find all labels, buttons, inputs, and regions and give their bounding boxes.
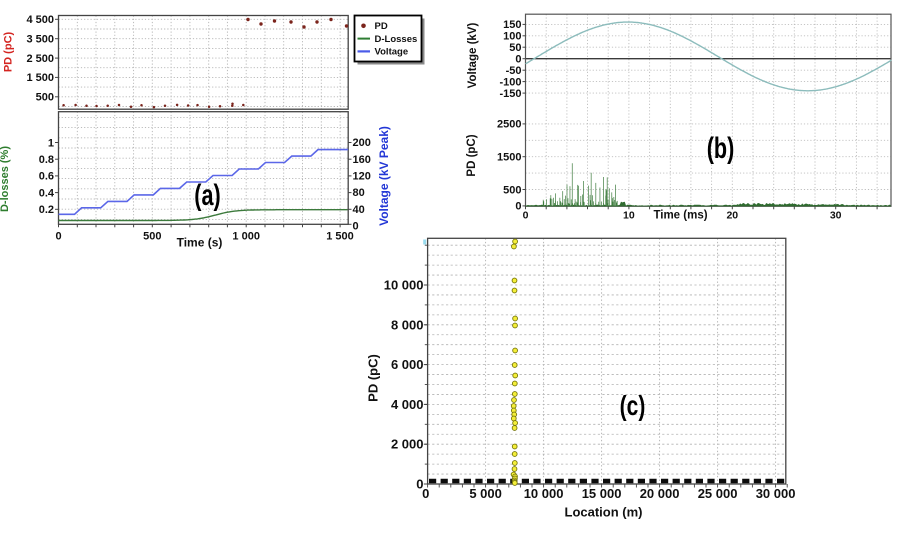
svg-text:4 000: 4 000 xyxy=(391,397,424,412)
svg-text:0.4: 0.4 xyxy=(39,187,55,199)
svg-text:0.8: 0.8 xyxy=(39,154,54,166)
svg-text:30 000: 30 000 xyxy=(756,486,796,501)
svg-text:2 000: 2 000 xyxy=(391,437,424,452)
svg-text:(b): (b) xyxy=(707,130,735,164)
svg-text:500: 500 xyxy=(36,92,54,104)
svg-text:20: 20 xyxy=(726,210,738,222)
svg-text:PD (pC): PD (pC) xyxy=(366,354,381,402)
svg-text:6 000: 6 000 xyxy=(391,357,424,372)
svg-text:0: 0 xyxy=(515,201,521,213)
svg-text:PD (pC): PD (pC) xyxy=(3,32,15,73)
svg-text:PD: PD xyxy=(375,21,388,32)
svg-text:0.2: 0.2 xyxy=(39,204,54,216)
svg-text:0: 0 xyxy=(416,477,423,492)
svg-text:80: 80 xyxy=(353,187,365,199)
svg-text:100: 100 xyxy=(503,31,521,43)
svg-text:Location (m): Location (m) xyxy=(565,505,643,520)
svg-text:0: 0 xyxy=(523,210,529,222)
svg-text:Time (ms): Time (ms) xyxy=(653,210,707,222)
svg-text:(a): (a) xyxy=(194,177,220,211)
svg-text:160: 160 xyxy=(353,154,371,166)
svg-text:5 000: 5 000 xyxy=(469,486,502,501)
svg-text:0: 0 xyxy=(515,54,521,66)
svg-text:200: 200 xyxy=(353,137,371,149)
svg-text:15 000: 15 000 xyxy=(582,486,622,501)
svg-text:0: 0 xyxy=(353,221,359,233)
svg-text:1 500: 1 500 xyxy=(326,231,354,243)
svg-text:1 000: 1 000 xyxy=(232,231,260,243)
svg-text:-100: -100 xyxy=(499,76,521,88)
svg-text:PD (pC): PD (pC) xyxy=(466,134,478,176)
svg-text:(c): (c) xyxy=(620,391,646,422)
svg-text:-150: -150 xyxy=(499,88,521,100)
svg-text:Voltage (kV Peak): Voltage (kV Peak) xyxy=(377,126,391,226)
svg-text:40: 40 xyxy=(353,204,365,216)
svg-text:2500: 2500 xyxy=(497,119,521,131)
svg-text:500: 500 xyxy=(503,184,521,196)
svg-text:0: 0 xyxy=(422,486,429,501)
svg-text:1 500: 1 500 xyxy=(26,72,54,84)
svg-text:1: 1 xyxy=(48,137,54,149)
svg-text:-50: -50 xyxy=(506,65,522,77)
svg-text:120: 120 xyxy=(353,171,371,183)
svg-text:4 500: 4 500 xyxy=(26,14,54,26)
svg-text:1500: 1500 xyxy=(497,152,521,164)
svg-text:20 000: 20 000 xyxy=(640,486,680,501)
svg-text:0.6: 0.6 xyxy=(39,171,54,183)
svg-text:500: 500 xyxy=(143,231,161,243)
svg-text:3 500: 3 500 xyxy=(26,34,54,46)
svg-text:0: 0 xyxy=(55,231,61,243)
svg-text:Voltage (kV): Voltage (kV) xyxy=(467,23,479,89)
svg-text:Voltage: Voltage xyxy=(375,47,409,58)
svg-text:25 000: 25 000 xyxy=(698,486,738,501)
svg-text:50: 50 xyxy=(509,42,521,54)
svg-text:150: 150 xyxy=(503,19,521,31)
svg-text:Time (s): Time (s) xyxy=(177,236,223,250)
svg-text:30: 30 xyxy=(830,210,842,222)
svg-text:D-losses (%): D-losses (%) xyxy=(0,146,11,212)
svg-text:8 000: 8 000 xyxy=(391,317,424,332)
svg-text:2 500: 2 500 xyxy=(26,53,54,65)
svg-text:10 000: 10 000 xyxy=(524,486,564,501)
svg-text:D-Losses: D-Losses xyxy=(375,34,418,45)
svg-text:10: 10 xyxy=(623,210,635,222)
svg-text:10 000: 10 000 xyxy=(384,278,424,293)
